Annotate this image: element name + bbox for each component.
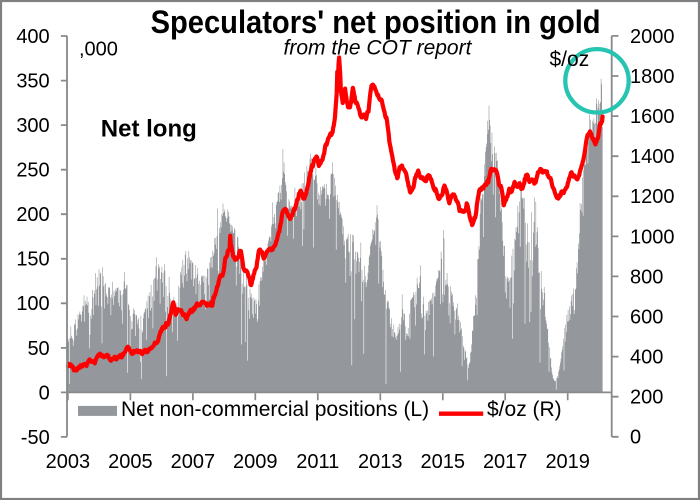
svg-text:2009: 2009	[233, 451, 278, 473]
svg-text:,000: ,000	[79, 39, 118, 61]
svg-text:2005: 2005	[108, 451, 153, 473]
svg-text:$/oz (R): $/oz (R)	[487, 398, 562, 421]
svg-text:100: 100	[16, 293, 49, 315]
svg-text:600: 600	[630, 306, 663, 328]
svg-text:Speculators' net position in g: Speculators' net position in gold	[151, 5, 601, 41]
svg-text:2000: 2000	[630, 26, 675, 48]
svg-text:2007: 2007	[171, 451, 216, 473]
svg-text:0: 0	[39, 382, 50, 404]
svg-text:$/oz: $/oz	[550, 48, 590, 71]
svg-text:from the COT report: from the COT report	[284, 37, 473, 60]
svg-text:1000: 1000	[630, 226, 675, 248]
svg-text:200: 200	[16, 204, 49, 226]
svg-text:350: 350	[16, 71, 49, 93]
svg-text:250: 250	[16, 160, 49, 182]
svg-text:400: 400	[16, 26, 49, 48]
svg-text:1400: 1400	[630, 146, 675, 168]
svg-text:800: 800	[630, 266, 663, 288]
svg-text:200: 200	[630, 387, 663, 409]
svg-text:2019: 2019	[545, 451, 590, 473]
svg-text:400: 400	[630, 347, 663, 369]
svg-text:2003: 2003	[46, 451, 91, 473]
svg-text:50: 50	[27, 338, 49, 360]
svg-text:2013: 2013	[358, 451, 403, 473]
svg-text:0: 0	[630, 427, 641, 449]
svg-text:1600: 1600	[630, 106, 675, 128]
svg-text:2015: 2015	[421, 451, 466, 473]
svg-text:300: 300	[16, 115, 49, 137]
svg-text:-50: -50	[21, 427, 50, 449]
svg-text:Net non-commercial positions (: Net non-commercial positions (L)	[121, 398, 429, 421]
svg-text:2011: 2011	[296, 451, 339, 473]
svg-text:2017: 2017	[483, 451, 528, 473]
svg-text:1800: 1800	[630, 66, 675, 88]
svg-text:1200: 1200	[630, 186, 675, 208]
svg-text:150: 150	[16, 249, 49, 271]
svg-text:Net long: Net long	[101, 116, 197, 143]
